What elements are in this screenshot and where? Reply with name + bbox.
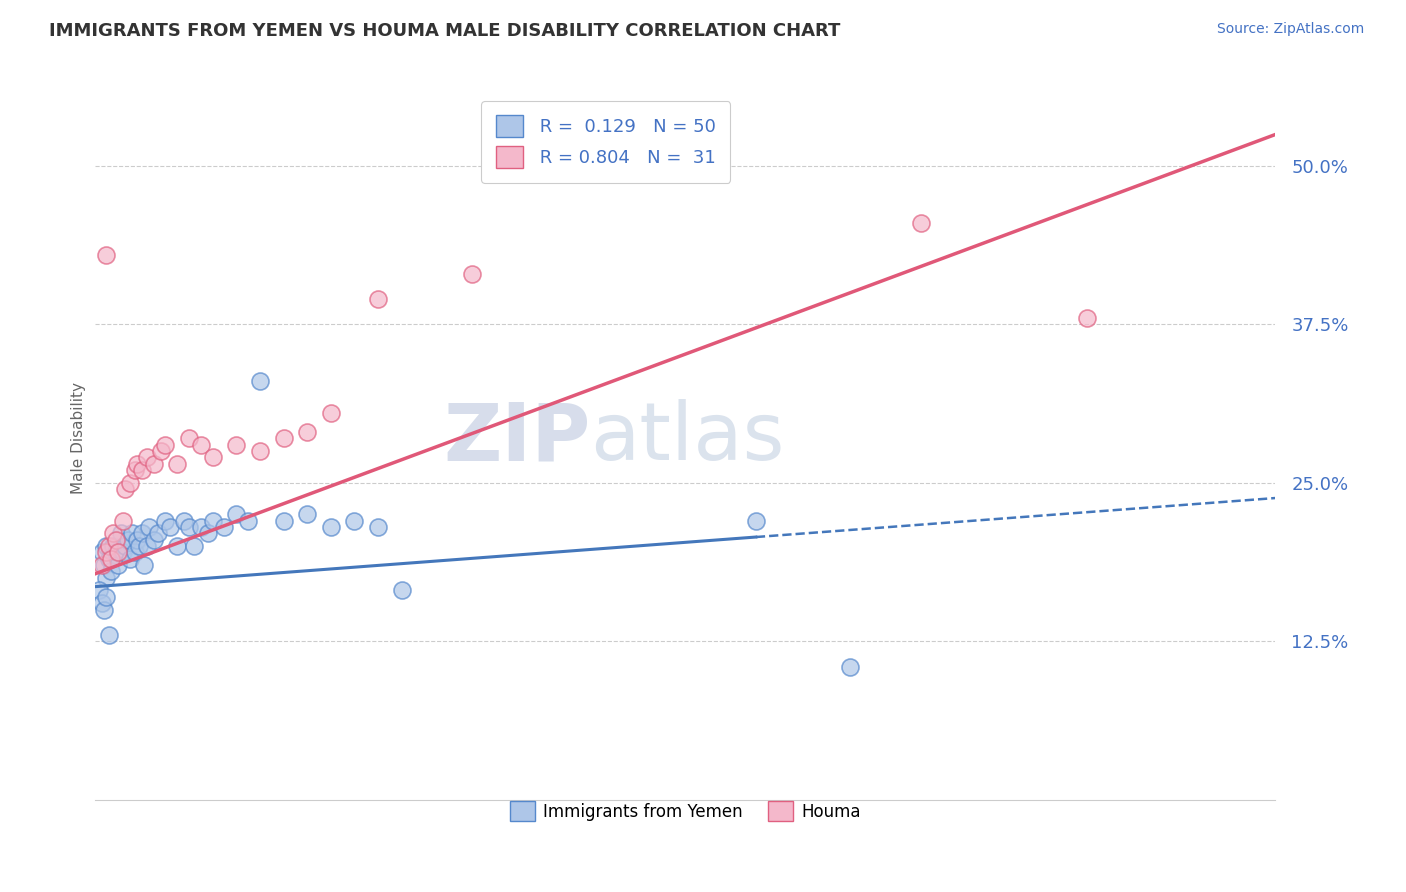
Point [124, 463, 146, 477]
Point [111, 514, 134, 528]
Point [103, 539, 125, 553]
Point [391, 583, 413, 598]
Point [295, 508, 318, 522]
Point [124, 545, 146, 559]
Point [461, 267, 484, 281]
Point [190, 520, 212, 534]
Point [93, 602, 115, 616]
Point [149, 444, 172, 458]
Point [910, 216, 932, 230]
Point [96, 539, 118, 553]
Point [177, 520, 200, 534]
Text: Source: ZipAtlas.com: Source: ZipAtlas.com [1216, 22, 1364, 37]
Point [225, 508, 247, 522]
Point [166, 457, 188, 471]
Point [177, 432, 200, 446]
Text: IMMIGRANTS FROM YEMEN VS HOUMA MALE DISABILITY CORRELATION CHART: IMMIGRANTS FROM YEMEN VS HOUMA MALE DISA… [49, 22, 841, 40]
Point [201, 514, 224, 528]
Point [104, 545, 127, 559]
Point [90, 558, 112, 573]
Text: ZIP: ZIP [443, 400, 591, 477]
Point [90, 596, 112, 610]
Point [127, 533, 149, 547]
Point [343, 514, 366, 528]
Point [159, 520, 181, 534]
Point [135, 539, 157, 553]
Point [134, 558, 156, 573]
Point [745, 514, 768, 528]
Point [114, 482, 136, 496]
Point [183, 539, 205, 553]
Point [166, 539, 188, 553]
Point [118, 551, 141, 566]
Point [249, 375, 271, 389]
Point [107, 545, 129, 559]
Point [839, 659, 862, 673]
Point [190, 438, 212, 452]
Point [131, 526, 153, 541]
Point [155, 438, 177, 452]
Point [1076, 311, 1098, 326]
Point [142, 457, 165, 471]
Point [197, 526, 219, 541]
Point [117, 533, 139, 547]
Point [96, 571, 118, 585]
Point [90, 545, 112, 559]
Point [201, 450, 224, 465]
Point [121, 526, 143, 541]
Point [148, 526, 170, 541]
Point [214, 520, 236, 534]
Y-axis label: Male Disability: Male Disability [72, 383, 86, 494]
Point [155, 514, 177, 528]
Point [319, 406, 342, 420]
Point [111, 545, 134, 559]
Point [295, 425, 318, 439]
Point [128, 539, 150, 553]
Point [367, 292, 389, 306]
Point [103, 526, 125, 541]
Legend: Immigrants from Yemen, Houma: Immigrants from Yemen, Houma [496, 788, 873, 835]
Point [107, 558, 129, 573]
Point [319, 520, 342, 534]
Point [97, 628, 120, 642]
Point [93, 558, 115, 573]
Point [138, 520, 160, 534]
Point [273, 514, 295, 528]
Point [135, 450, 157, 465]
Point [100, 565, 122, 579]
Point [96, 545, 118, 559]
Point [114, 539, 136, 553]
Point [110, 526, 132, 541]
Point [249, 444, 271, 458]
Point [104, 533, 127, 547]
Point [131, 463, 153, 477]
Point [97, 539, 120, 553]
Point [100, 551, 122, 566]
Point [96, 248, 118, 262]
Point [96, 590, 118, 604]
Text: atlas: atlas [591, 400, 785, 477]
Point [225, 438, 247, 452]
Point [367, 520, 389, 534]
Point [118, 475, 141, 490]
Point [127, 457, 149, 471]
Point [142, 533, 165, 547]
Point [89, 583, 111, 598]
Point [97, 551, 120, 566]
Point [236, 514, 259, 528]
Point [173, 514, 195, 528]
Point [273, 432, 295, 446]
